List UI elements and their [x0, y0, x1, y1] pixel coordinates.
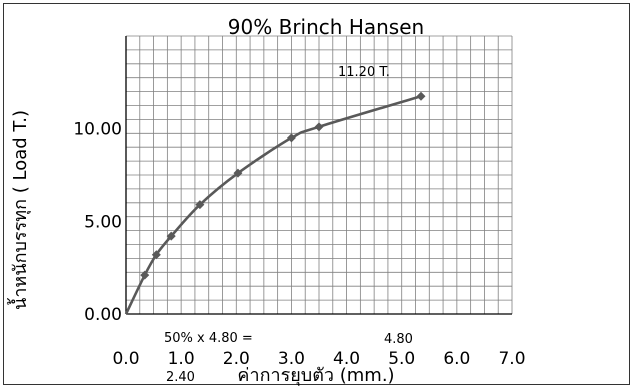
- half-value-annotation: 4.80: [384, 332, 413, 347]
- x-tick-label: 1.0: [168, 349, 195, 369]
- peak-annotation: 11.20 T.: [338, 65, 390, 80]
- y-tick-label: 0.00: [84, 305, 122, 325]
- tick-labels: 0.0 1.0 2.0 3.0 4.0 5.0 6.0 7.0 0.00 5.00 10.00: [73, 120, 525, 369]
- data-point: [151, 250, 161, 260]
- grid: [125, 35, 513, 315]
- half-x-annotation: 2.40: [166, 370, 195, 385]
- series: [124, 91, 426, 315]
- y-axis-label: น้ำหนักบรรทุก ( Load T.): [7, 110, 31, 310]
- chart-frame: [3, 3, 630, 385]
- data-point: [233, 168, 243, 178]
- x-tick-label: 5.0: [388, 349, 415, 369]
- x-tick-label: 3.0: [278, 349, 305, 369]
- x-tick-label: 7.0: [498, 349, 525, 369]
- axes: [125, 36, 512, 315]
- half-annotation: 50% x 4.80 =: [164, 331, 253, 346]
- data-point: [416, 91, 426, 101]
- series-line: [124, 94, 422, 315]
- data-point: [286, 133, 296, 143]
- y-tick-label: 5.00: [84, 212, 122, 232]
- chart-title: 90% Brinch Hansen: [228, 15, 424, 39]
- x-axis-label: ค่าการยุบตัว (mm.): [237, 365, 394, 386]
- data-point: [166, 231, 176, 241]
- data-point: [140, 270, 150, 280]
- x-tick-label: 4.0: [333, 349, 360, 369]
- data-point: [195, 200, 205, 210]
- x-tick-label: 6.0: [443, 349, 470, 369]
- data-point: [314, 122, 324, 132]
- x-tick-label: 0.0: [112, 349, 139, 369]
- x-tick-label: 2.0: [223, 349, 250, 369]
- y-tick-label: 10.00: [73, 120, 122, 140]
